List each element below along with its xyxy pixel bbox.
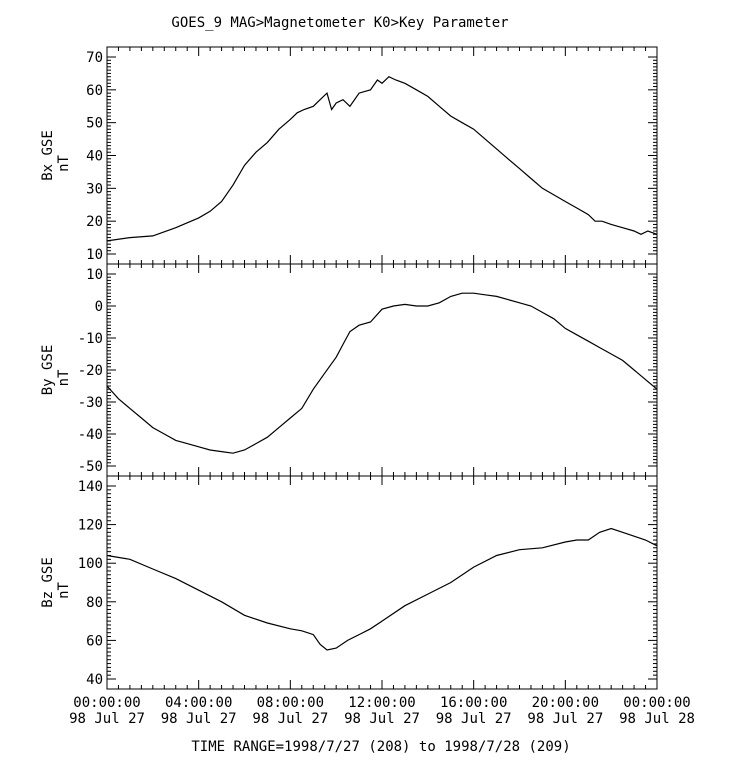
xtick-label-time: 20:00:00 bbox=[532, 695, 599, 711]
xtick-label-time: 04:00:00 bbox=[165, 695, 232, 711]
xtick-label-date: 98 Jul 27 bbox=[436, 711, 512, 727]
xtick-label-date: 98 Jul 27 bbox=[344, 711, 420, 727]
bz-ytick-label: 60 bbox=[86, 633, 103, 649]
by-ytick-label: 0 bbox=[95, 299, 103, 315]
bx-ytick-label: 20 bbox=[86, 214, 103, 230]
by-ytick-label: -40 bbox=[78, 427, 103, 443]
xtick-label-time: 00:00:00 bbox=[623, 695, 690, 711]
by-ytick-label: 10 bbox=[86, 267, 103, 283]
bx-ytick-label: 40 bbox=[86, 149, 103, 165]
bx-ylabel: Bx GSE bbox=[40, 130, 56, 181]
bz-ytick-label: 140 bbox=[78, 479, 103, 495]
xtick-label-date: 98 Jul 27 bbox=[527, 711, 603, 727]
bz-series-line bbox=[106, 527, 658, 651]
xtick-label-date: 98 Jul 27 bbox=[252, 711, 328, 727]
bz-ylabel-unit: nT bbox=[56, 582, 72, 599]
bx-ytick-label: 60 bbox=[86, 83, 103, 99]
chart-footer: TIME RANGE=1998/7/27 (208) to 1998/7/28 … bbox=[191, 739, 570, 755]
bx-ylabel-unit: nT bbox=[56, 155, 72, 172]
bz-ytick-label: 80 bbox=[86, 595, 103, 611]
bx-ytick-label: 10 bbox=[86, 247, 103, 263]
by-ytick-label: -50 bbox=[78, 459, 103, 475]
bz-ylabel: Bz GSE bbox=[40, 557, 56, 608]
bx-series-line bbox=[106, 75, 658, 242]
xtick-label-time: 16:00:00 bbox=[440, 695, 507, 711]
bx-ytick-label: 50 bbox=[86, 116, 103, 132]
by-ytick-label: -20 bbox=[78, 363, 103, 379]
by-series-line bbox=[106, 292, 658, 454]
xtick-label-date: 98 Jul 27 bbox=[161, 711, 237, 727]
by-ylabel-unit: nT bbox=[56, 369, 72, 386]
bz-ytick-label: 40 bbox=[86, 672, 103, 688]
xtick-label-date: 98 Jul 28 bbox=[619, 711, 695, 727]
xtick-label-time: 00:00:00 bbox=[73, 695, 140, 711]
bx-panel-frame bbox=[106, 46, 658, 265]
chart-header: GOES_9 MAG>Magnetometer K0>Key Parameter bbox=[171, 15, 508, 31]
xtick-label-time: 08:00:00 bbox=[257, 695, 324, 711]
bz-panel-frame bbox=[106, 475, 658, 690]
xtick-label-time: 12:00:00 bbox=[348, 695, 415, 711]
by-ylabel: By GSE bbox=[40, 345, 56, 396]
xtick-label-date: 98 Jul 27 bbox=[69, 711, 145, 727]
bx-ytick-label: 70 bbox=[86, 50, 103, 66]
bx-ytick-label: 30 bbox=[86, 181, 103, 197]
by-ytick-label: -10 bbox=[78, 331, 103, 347]
bz-ytick-label: 120 bbox=[78, 518, 103, 534]
by-ytick-label: -30 bbox=[78, 395, 103, 411]
bz-ytick-label: 100 bbox=[78, 556, 103, 572]
